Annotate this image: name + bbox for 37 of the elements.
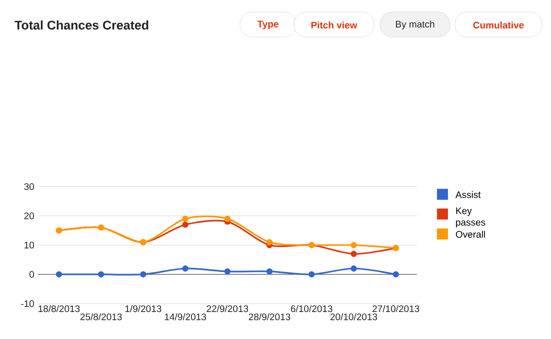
text: Pitch view xyxy=(311,22,358,28)
point xyxy=(266,268,273,275)
point xyxy=(182,222,188,228)
x-tick-label: 1/9/2013 xyxy=(125,305,162,312)
point xyxy=(308,271,315,278)
point xyxy=(182,265,188,272)
y-tick-label: 20 xyxy=(24,212,34,220)
y-tick-label: -10 xyxy=(21,300,34,307)
x-tick-label: 18/8/2013 xyxy=(38,305,80,312)
legend-label: Overall xyxy=(456,230,485,238)
y-tick-label: 10 xyxy=(24,242,34,248)
point xyxy=(140,271,146,278)
point xyxy=(56,271,62,278)
point xyxy=(182,216,188,222)
y-tick-label: 30 xyxy=(24,183,34,190)
point xyxy=(350,265,357,272)
x-tick-label: 14/9/2013 xyxy=(164,313,206,320)
point xyxy=(224,268,231,275)
point xyxy=(266,239,273,246)
text: Type xyxy=(257,20,278,30)
text: By match xyxy=(396,20,434,30)
legend-label: Key passes xyxy=(456,208,486,228)
point xyxy=(224,216,231,222)
x-tick-label: 20/10/2013 xyxy=(330,313,378,320)
text: Cumulative xyxy=(473,22,524,28)
point xyxy=(350,242,357,248)
y-tick-label: 0 xyxy=(29,270,34,278)
x-tick-label: 28/9/2013 xyxy=(248,313,290,320)
legend-label: Assist xyxy=(455,191,481,198)
chart-title: Total Chances Created xyxy=(14,20,148,30)
x-tick-label: 6/10/2013 xyxy=(290,305,332,312)
point xyxy=(392,271,399,278)
point xyxy=(350,250,357,257)
point xyxy=(98,271,104,278)
x-tick-label: 22/9/2013 xyxy=(206,305,248,312)
x-tick-label: 27/10/2013 xyxy=(372,305,420,312)
x-tick-label: 25/8/2013 xyxy=(80,313,122,320)
